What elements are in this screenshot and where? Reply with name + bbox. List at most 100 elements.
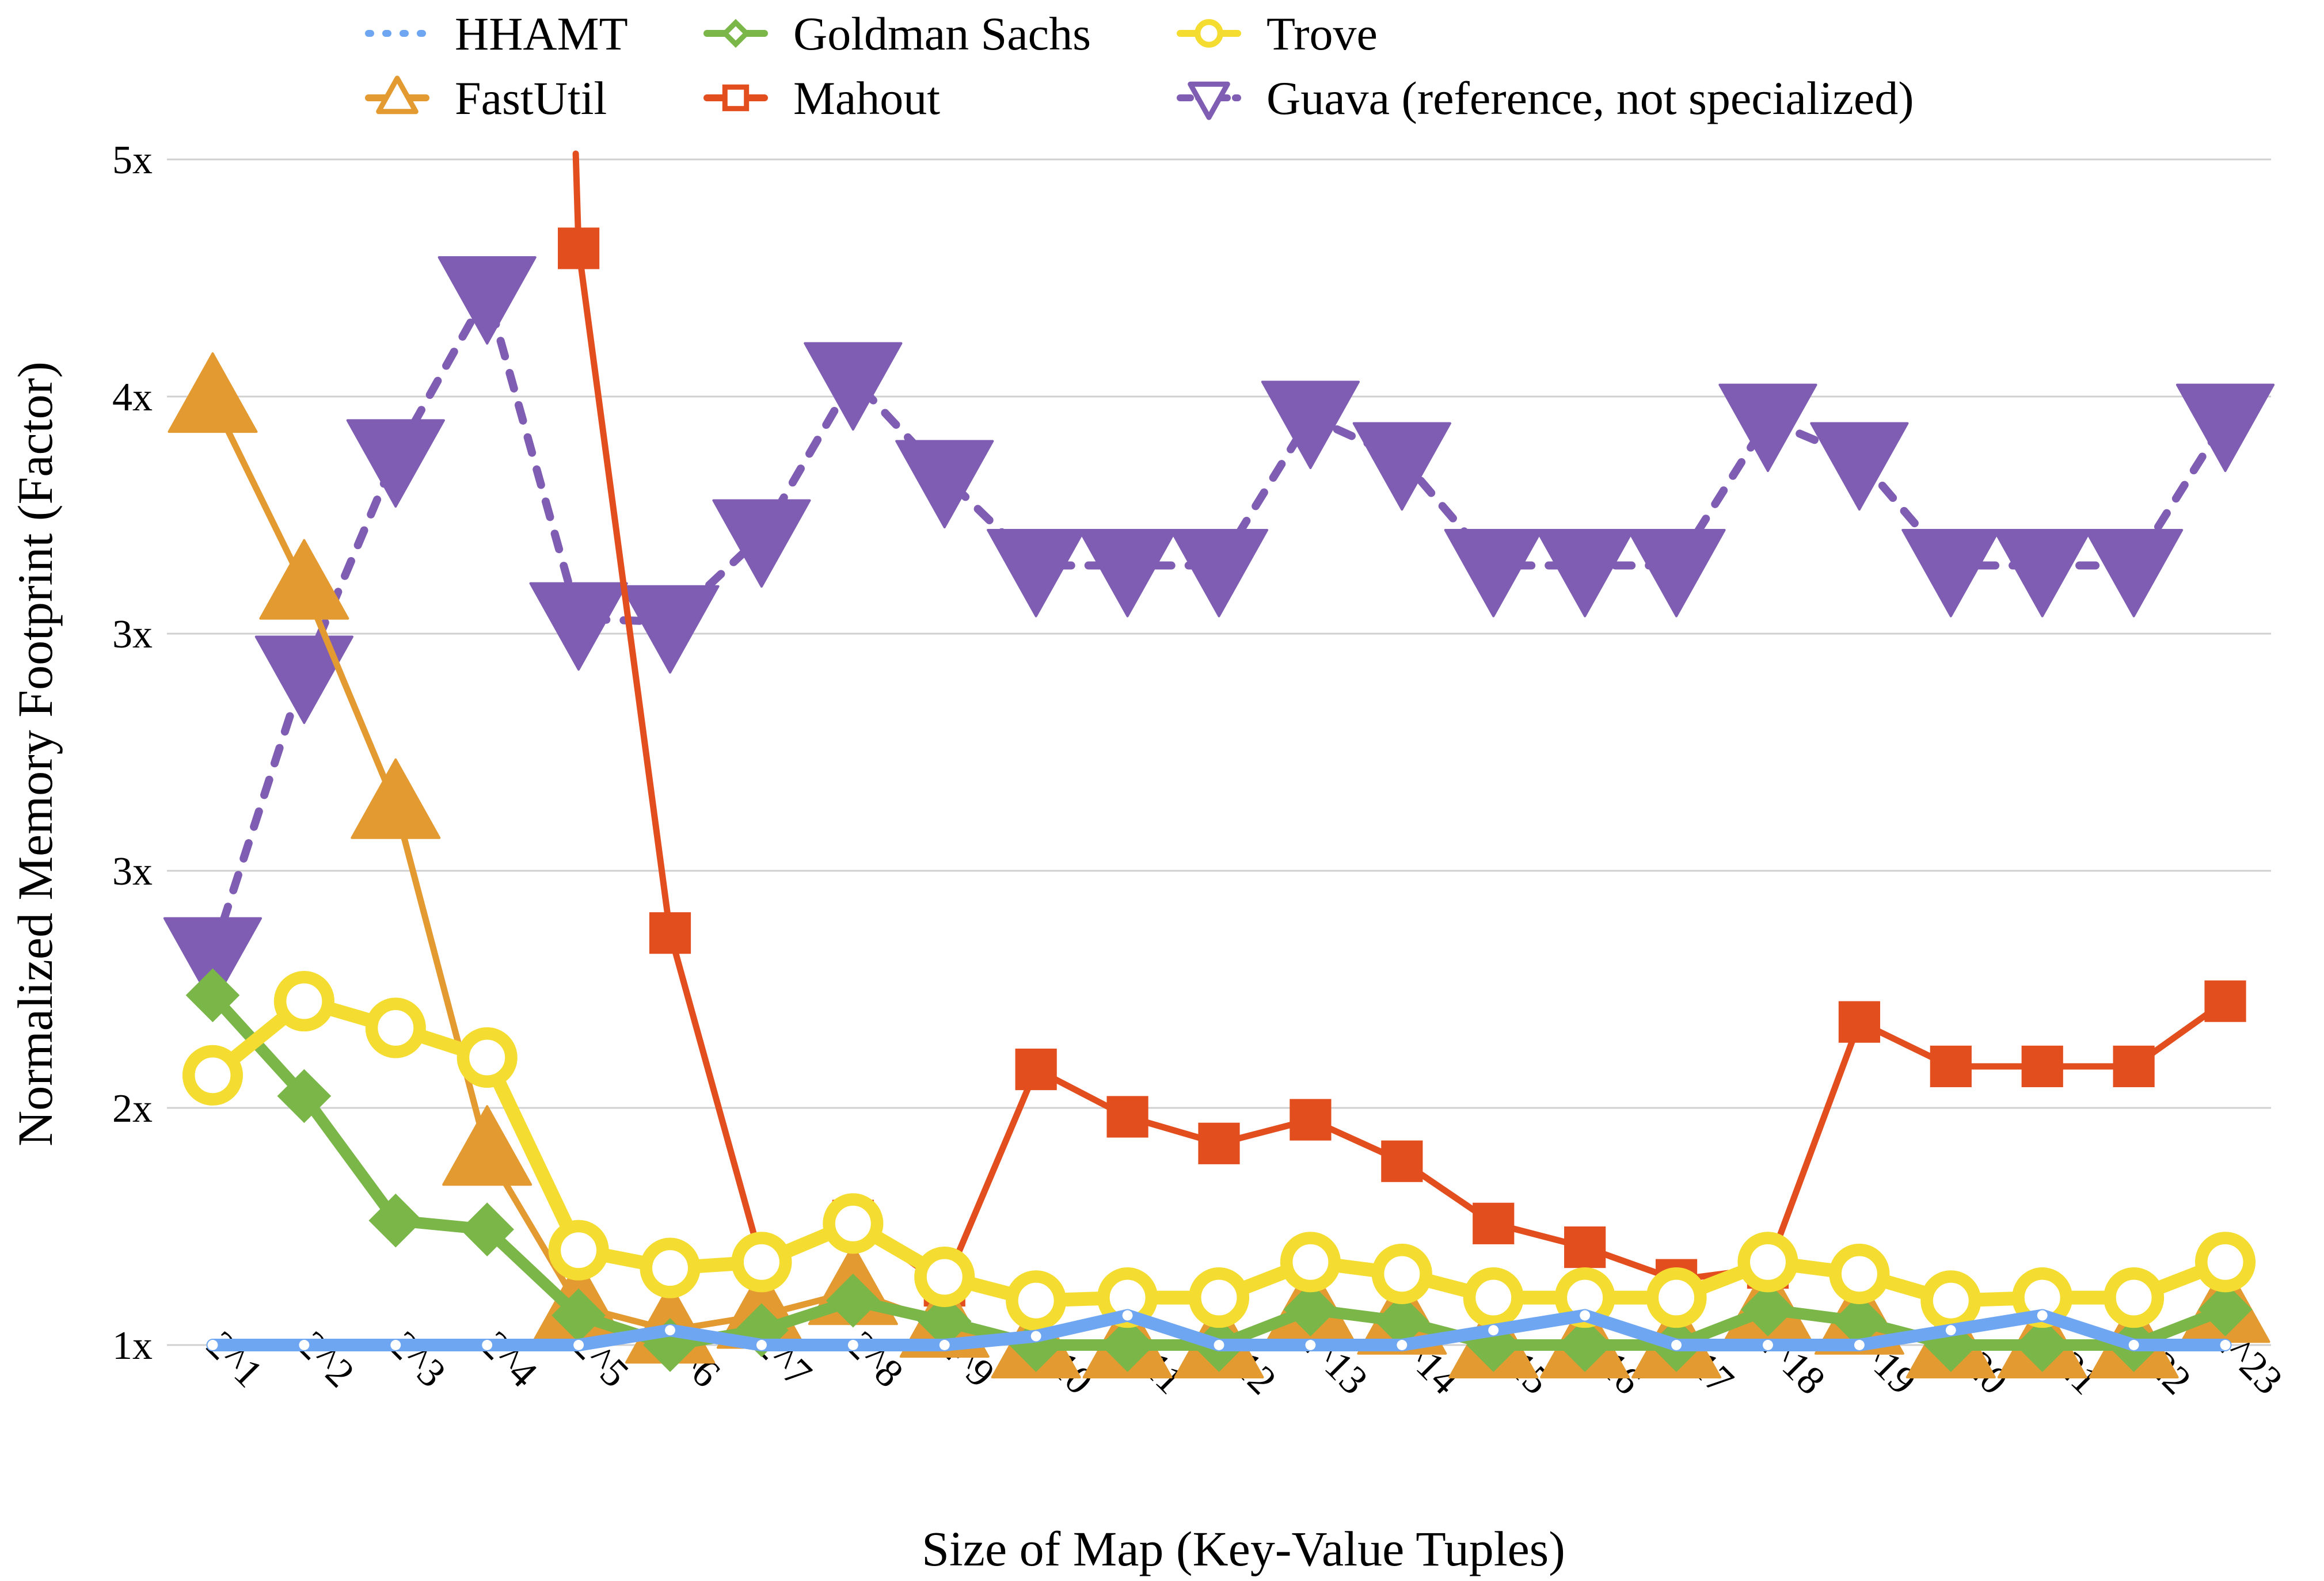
data-point [1646,1267,1707,1328]
data-point [823,1193,884,1254]
data-point [1580,1310,1591,1321]
y-tick-label: 3x [112,612,153,657]
data-point [1945,1325,1956,1336]
data-point [460,1202,515,1256]
legend-marker [722,84,750,112]
data-point [558,227,600,269]
y-axis-ticks: 1x 2x 3x 3x 4x 5x [112,138,153,1368]
data-point [1718,383,1817,473]
data-point [1122,1310,1133,1321]
series-line [208,288,2230,958]
data-point [1810,422,1909,511]
data-point [1397,1340,1408,1350]
legend-marker [1195,19,1223,48]
x-tick-label: 2^4 [473,1323,546,1396]
data-point [1198,1122,1240,1164]
y-axis-title: Normalized Memory Footprint (Factor) [7,361,63,1146]
data-point [273,971,334,1032]
data-point [259,539,349,620]
data-point [182,1045,244,1106]
data-point [529,582,628,671]
data-point [1030,1331,1041,1342]
data-point [895,440,994,529]
data-point [1188,1267,1250,1328]
data-point [2021,1045,2063,1088]
data-point [442,1105,532,1186]
data-point [1993,528,2092,618]
legend-label: Trove [1266,7,1378,60]
data-point [1214,1340,1224,1350]
data-point [365,997,426,1058]
data-point [2220,1340,2231,1350]
data-point [1558,1318,1612,1372]
data-point [277,1069,332,1123]
data-point [1283,1282,1338,1337]
series-hhamt [206,1309,2232,1351]
data-point [1564,1226,1606,1268]
data-point [2175,383,2275,473]
data-point [1463,1267,1524,1328]
data-point [1169,528,1269,618]
data-point [1381,1140,1423,1182]
legend-marker [721,18,751,48]
data-point [1627,528,1726,618]
series-layer [163,150,2275,1378]
series-guava [163,256,2275,1006]
data-point [1352,422,1451,511]
data-point [1473,1202,1515,1244]
data-point [987,528,1086,618]
data-point [1006,1270,1067,1331]
data-point [756,1340,767,1350]
x-tick-label: 2^2 [290,1323,363,1396]
data-point [1854,1340,1865,1350]
legend-item: HHAMT [365,7,628,60]
data-point [2085,528,2184,618]
data-point [254,635,353,724]
legend-item: Mahout [703,72,940,124]
data-point [2104,1267,2165,1328]
y-tick-label: 2x [112,1087,153,1131]
series-line [572,150,2229,1289]
data-point [804,342,903,431]
x-tick-label: 2^8 [838,1323,911,1396]
y-tick-label: 4x [112,375,153,420]
data-point [548,1220,609,1281]
x-tick-label: 2^3 [381,1323,454,1396]
data-point [2194,1232,2256,1293]
data-point [1741,1282,1795,1337]
data-point [573,1340,584,1350]
legend-label: Mahout [793,72,940,124]
data-point [1838,1001,1880,1043]
data-point [1763,1340,1773,1350]
data-point [731,1232,792,1293]
data-point [1305,1340,1316,1350]
legend-label: HHAMT [455,7,628,60]
data-point [1015,1048,1057,1091]
data-point [185,968,240,1023]
data-point [847,1340,858,1350]
data-point [1290,1099,1332,1141]
data-point [1535,528,1634,618]
data-point [299,1340,310,1350]
data-point [2198,1282,2253,1337]
legend-item: Goldman Sachs [703,7,1091,60]
data-point [482,1340,493,1350]
data-point [914,1246,975,1308]
data-point [939,1340,950,1350]
legend-item: Trove [1177,7,1378,60]
data-point [1261,380,1360,470]
data-point [346,419,445,508]
legend-marker [1188,81,1230,120]
series-mahout [558,150,2246,1307]
data-point [1488,1325,1499,1336]
data-point [368,1193,423,1248]
data-point [390,1340,401,1350]
data-point [1901,528,2000,618]
data-point [1100,1318,1155,1372]
legend-label: Goldman Sachs [793,7,1091,60]
x-tick-label: 2^1 [198,1323,271,1396]
data-point [621,585,720,674]
data-point [2037,1310,2048,1321]
y-tick-label: 1x [112,1324,153,1368]
